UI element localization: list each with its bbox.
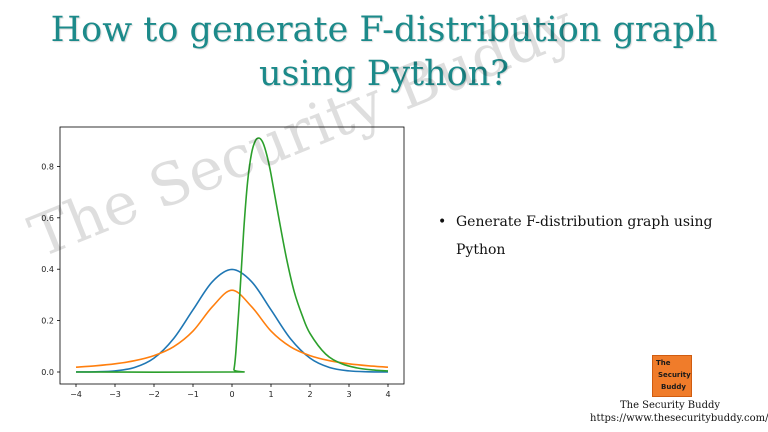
x-tick-label: 0 [229,390,234,399]
footer-link[interactable]: https://www.thesecuritybuddy.com/ [590,413,768,424]
y-tick-label: 0.2 [41,317,54,326]
footer-name: The Security Buddy [619,400,721,411]
logo-line-1: The [656,359,671,367]
y-tick-label: 0.4 [41,265,54,274]
chart-lines [75,137,389,373]
y-tick-label: 0.8 [41,162,54,171]
axis-ticks: −4 −3 −2 −1 0 1 2 3 4 0.0 0.2 0.4 0.6 0.8 [41,162,390,399]
x-tick-label: −2 [148,390,160,399]
series-line-1 [75,268,389,373]
brand-logo: The Security Buddy [652,355,692,397]
title-line-2: using Python? [258,54,510,94]
series-line-2 [75,289,389,368]
bullet-list: Generate F-distribution graph using Pyth… [438,208,748,264]
y-tick-label: 0.0 [41,368,54,377]
x-tick-label: 1 [268,390,273,399]
y-tick-label: 0.6 [41,214,54,223]
logo-line-3: Buddy [661,383,686,391]
series-line-3 [75,137,389,373]
x-tick-label: −1 [187,390,199,399]
plot-frame [59,126,405,385]
logo-line-2: Security [658,371,691,379]
page-title: How to generate F-distribution graph usi… [0,8,768,96]
bullet-item: Generate F-distribution graph using Pyth… [438,208,748,264]
x-tick-label: 2 [307,390,312,399]
x-tick-label: −3 [109,390,121,399]
x-tick-label: 3 [346,390,351,399]
x-tick-label: 4 [385,390,390,399]
f-distribution-chart: −4 −3 −2 −1 0 1 2 3 4 0.0 0.2 0.4 0.6 0.8 [41,126,405,399]
title-line-1: How to generate F-distribution graph [50,10,718,50]
x-tick-label: −4 [70,390,82,399]
